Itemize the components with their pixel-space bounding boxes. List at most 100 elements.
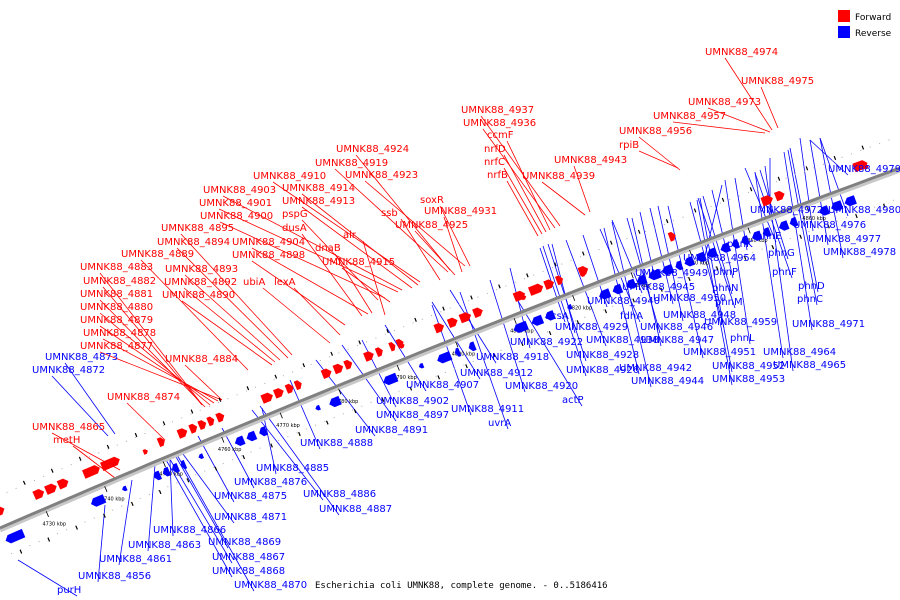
forward-gene bbox=[863, 164, 869, 170]
forward-gene bbox=[760, 195, 773, 207]
gene-label: UMNK88_4922 bbox=[510, 337, 583, 348]
gene-label: lexA bbox=[274, 277, 296, 288]
reverse-gene bbox=[171, 463, 180, 473]
gene-label: UMNK88_4882 bbox=[83, 276, 156, 287]
gene-label: UMNK88_4936 bbox=[463, 118, 536, 129]
kbp-tick bbox=[513, 318, 517, 324]
reverse-gene bbox=[198, 453, 204, 459]
gene-label: UMNK88_4871 bbox=[214, 512, 287, 523]
tick-mark bbox=[721, 197, 725, 202]
gene-label: UMNK88_4964 bbox=[763, 347, 836, 358]
kbp-label: 4780 kbp bbox=[335, 399, 359, 405]
leader-line bbox=[696, 199, 733, 386]
leader-line bbox=[97, 504, 106, 583]
gene-label: UMNK88_4947 bbox=[641, 335, 714, 346]
tick-mark bbox=[827, 224, 830, 229]
leader-line bbox=[364, 180, 466, 267]
gene-label: phnN bbox=[712, 283, 739, 294]
leader-line bbox=[744, 167, 777, 243]
kbp-label: 4850 kbp bbox=[744, 238, 768, 244]
gene-label: phnG bbox=[768, 248, 795, 259]
gene-label: phnF bbox=[772, 267, 797, 278]
gene-label: phnE bbox=[756, 231, 781, 242]
tick-mark bbox=[190, 409, 194, 414]
leader-line bbox=[341, 344, 397, 422]
gene-label: UMNK88_4944 bbox=[631, 376, 704, 387]
gene-label: purH bbox=[57, 585, 81, 596]
reverse-gene bbox=[648, 268, 662, 281]
leader-line bbox=[301, 193, 419, 286]
gene-label: UMNK88_4976 bbox=[793, 220, 866, 231]
gene-label: UMNK88_4971 bbox=[792, 319, 865, 330]
tick-mark bbox=[777, 176, 781, 181]
gene-label: UMNK88_4959 bbox=[704, 317, 777, 328]
reverse-gene bbox=[707, 247, 718, 258]
kbp-label: 4840 kbp bbox=[686, 260, 710, 266]
forward-gene bbox=[388, 342, 396, 352]
gene-label: UMNK88_4881 bbox=[80, 289, 153, 300]
tick-mark bbox=[582, 251, 585, 256]
forward-gene bbox=[433, 323, 445, 334]
reverse-gene bbox=[819, 205, 830, 216]
gene-label: UMNK88_4951 bbox=[683, 347, 756, 358]
tick-mark bbox=[470, 295, 473, 300]
forward-gene bbox=[206, 416, 215, 427]
gene-label: UMNK88_4894 bbox=[157, 237, 230, 248]
tick-mark bbox=[106, 444, 110, 449]
tick-mark bbox=[22, 480, 26, 485]
gene-label: alr bbox=[343, 230, 357, 241]
gene-label: UMNK88_4875 bbox=[214, 491, 287, 502]
gene-label: UMNK88_4902 bbox=[376, 396, 449, 407]
gene-label: UMNK88_4948 bbox=[663, 310, 736, 321]
leader-line bbox=[702, 184, 723, 265]
forward-gene bbox=[82, 465, 100, 479]
reverse-gene bbox=[468, 341, 477, 352]
gene-label: UMNK88_4923 bbox=[345, 170, 418, 181]
gene-label: UMNK88_4913 bbox=[282, 196, 355, 207]
gene-label: UMNK88_4865 bbox=[32, 422, 105, 433]
gene-label: UMNK88_4900 bbox=[200, 211, 273, 222]
reverse-gene bbox=[454, 348, 461, 355]
tick-mark bbox=[358, 340, 361, 345]
kbp-label: 4800 kbp bbox=[452, 352, 476, 358]
gene-label: UMNK88_4937 bbox=[461, 105, 534, 116]
backbone: 4730 kbp 4740 kbp 4750 kbp 4760 kbp 4770 kbp… bbox=[0, 139, 900, 555]
leader-line bbox=[611, 221, 652, 388]
kbp-tick bbox=[396, 364, 400, 371]
gene-label: UMNK88_4897 bbox=[376, 410, 449, 421]
leader-line bbox=[809, 139, 829, 246]
forward-gene bbox=[260, 392, 273, 404]
gene-label: UMNK88_4925 bbox=[395, 220, 468, 231]
leader-line bbox=[301, 219, 379, 301]
leader-line bbox=[140, 259, 249, 371]
leader-line bbox=[99, 351, 223, 401]
reverse-gene bbox=[259, 426, 269, 437]
tick-mark bbox=[325, 420, 329, 425]
gene-label: nrfC bbox=[484, 157, 505, 168]
tick-mark bbox=[604, 309, 608, 314]
gene-label: phnP bbox=[713, 267, 738, 278]
forward-gene bbox=[667, 231, 676, 242]
reverse-gene bbox=[567, 304, 573, 310]
reverse-gene bbox=[5, 528, 26, 544]
tick-mark bbox=[548, 330, 552, 336]
tick-mark bbox=[47, 537, 51, 542]
leader-line bbox=[783, 151, 813, 331]
tick-mark bbox=[665, 219, 669, 224]
tick-mark bbox=[520, 341, 524, 347]
kbp-label: 4790 kbp bbox=[393, 375, 417, 381]
kbp-label: 4730 kbp bbox=[43, 521, 67, 527]
leader-line bbox=[99, 312, 211, 406]
backbone-shadow bbox=[0, 167, 900, 533]
gene-label: UMNK88_4873 bbox=[45, 352, 118, 363]
kbp-label: 4820 kbp bbox=[569, 306, 593, 312]
gene-label: UMNK88_4910 bbox=[253, 171, 326, 182]
forward-gene bbox=[512, 290, 526, 302]
legend-forward-label: Forward bbox=[855, 13, 891, 23]
leader-line bbox=[334, 253, 373, 314]
reverse-gene bbox=[234, 435, 246, 446]
tick-mark bbox=[688, 276, 691, 282]
gene-label: uvrA bbox=[488, 418, 511, 429]
leader-line bbox=[169, 459, 174, 537]
gene-label: UMNK88_4870 bbox=[234, 580, 307, 591]
